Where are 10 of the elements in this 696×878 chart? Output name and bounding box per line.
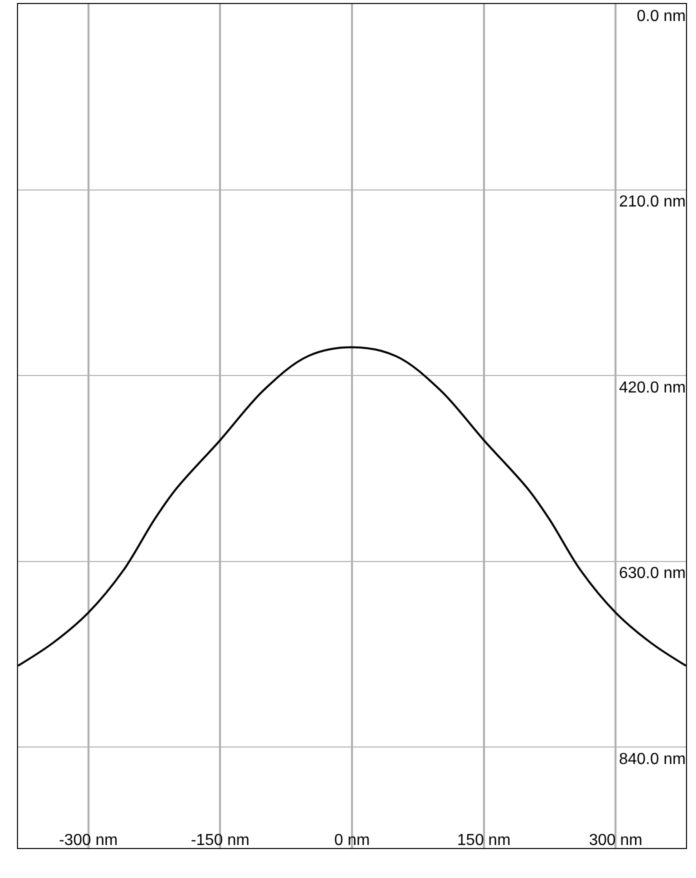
y-tick-label: 630.0 nm [618, 565, 686, 582]
x-tick-label: -300 nm [58, 832, 118, 849]
y-tick-label: 420.0 nm [618, 379, 686, 396]
x-tick-label: 300 nm [588, 832, 642, 849]
x-tick-label: 0 nm [334, 832, 370, 849]
y-tick-label: 840.0 nm [618, 750, 686, 768]
x-tick-label: -150 nm [190, 832, 250, 849]
y-tick-label: 210.0 nm [618, 194, 686, 211]
y-tick-label: 0.0 nm [636, 8, 686, 25]
x-tick-label: 150 nm [457, 832, 511, 849]
